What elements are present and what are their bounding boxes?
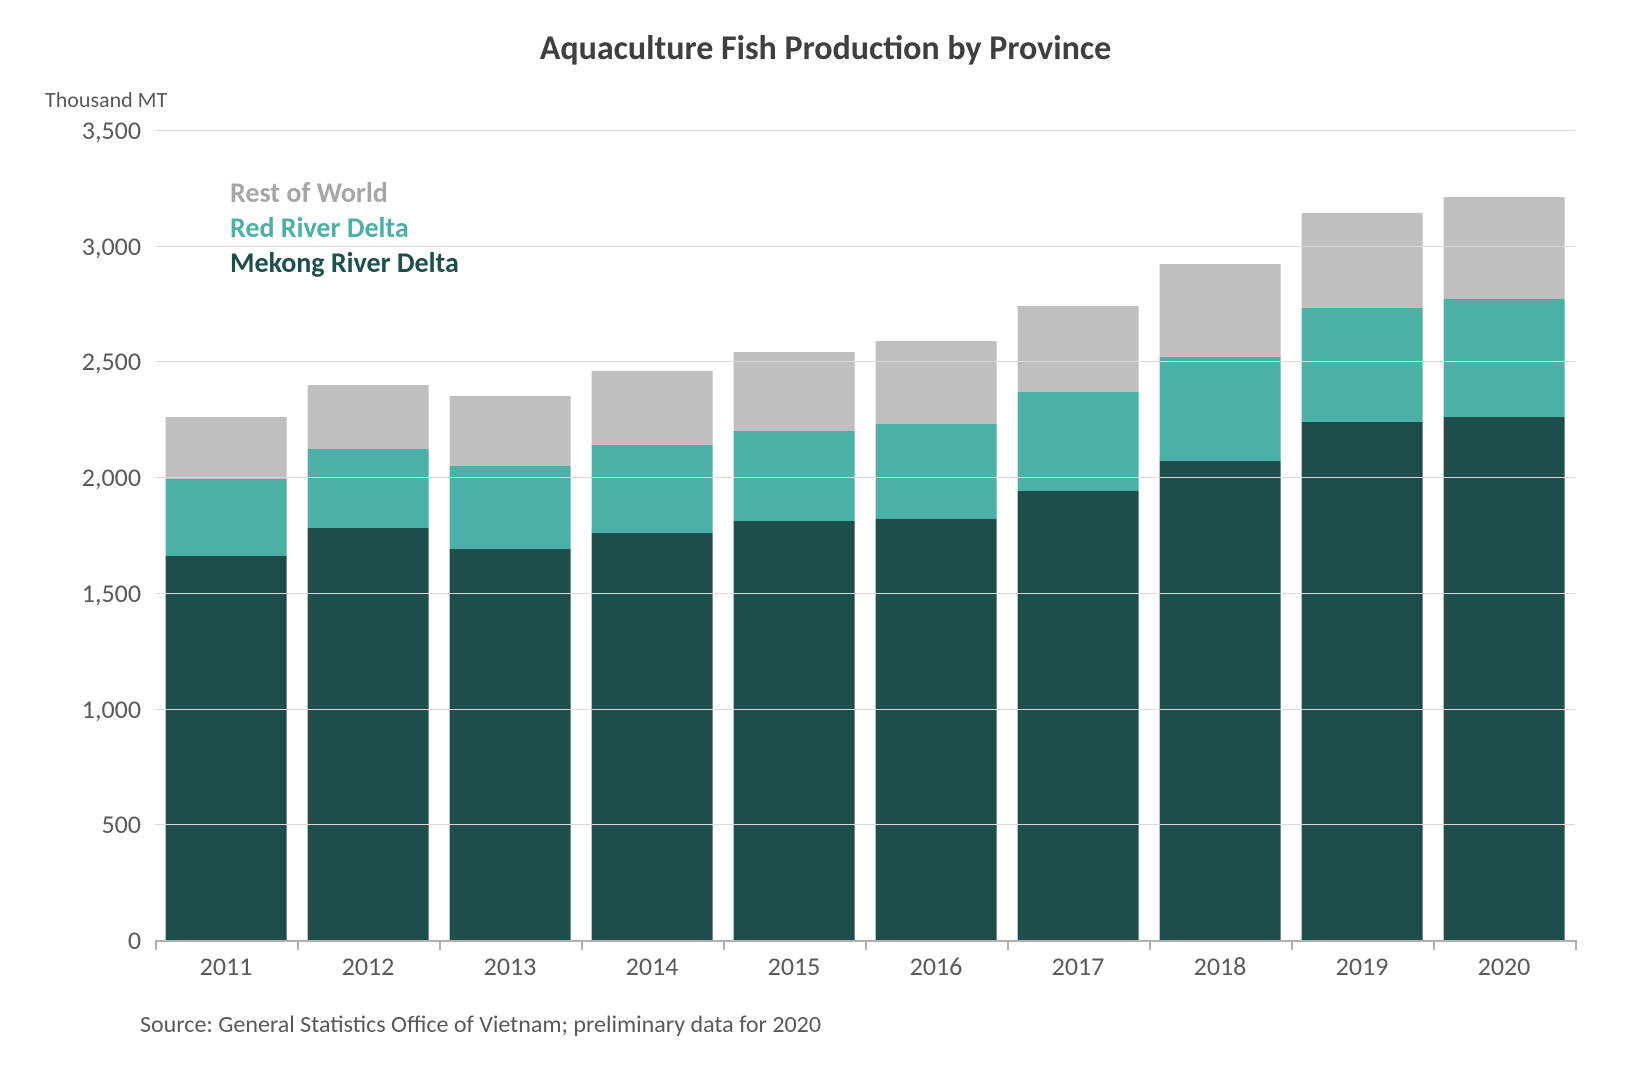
bar-segment xyxy=(876,341,997,424)
grid-line xyxy=(155,824,1575,825)
bar-segment xyxy=(450,396,571,465)
grid-line xyxy=(155,130,1575,131)
bar-segment xyxy=(1160,264,1281,357)
grid-line xyxy=(155,361,1575,362)
bar-segment xyxy=(1160,461,1281,940)
bar-segment xyxy=(876,424,997,519)
bar-slot: 2015 xyxy=(723,130,865,940)
bar-segment xyxy=(166,479,287,555)
legend: Rest of WorldRed River DeltaMekong River… xyxy=(230,175,459,280)
bar-stack xyxy=(1444,197,1565,940)
bar-stack xyxy=(1302,213,1423,940)
bar-segment xyxy=(308,449,429,528)
x-tick-mark xyxy=(865,940,867,950)
bar-stack xyxy=(308,385,429,940)
y-tick-label: 0 xyxy=(128,924,141,956)
grid-line xyxy=(155,477,1575,478)
bar-segment xyxy=(1018,392,1139,492)
chart-container: Aquaculture Fish Production by Province … xyxy=(0,0,1651,1070)
bar-slot: 2013 xyxy=(439,130,581,940)
bar-segment xyxy=(1444,417,1565,940)
bar-segment xyxy=(308,528,429,940)
bar-segment xyxy=(1302,308,1423,421)
y-tick-label: 1,500 xyxy=(82,577,141,609)
bar-slot: 2017 xyxy=(1007,130,1149,940)
bar-stack xyxy=(1160,264,1281,940)
y-tick-label: 500 xyxy=(101,808,141,840)
bar-slot: 2014 xyxy=(581,130,723,940)
x-tick-label: 2017 xyxy=(1052,950,1105,982)
y-tick-label: 3,000 xyxy=(82,230,141,262)
bar-slot: 2020 xyxy=(1433,130,1575,940)
x-tick-label: 2011 xyxy=(200,950,253,982)
x-tick-mark xyxy=(723,940,725,950)
bar-segment xyxy=(1018,306,1139,392)
x-tick-mark xyxy=(297,940,299,950)
bar-stack xyxy=(592,371,713,940)
bar-segment xyxy=(1302,213,1423,308)
bar-segment xyxy=(1018,491,1139,940)
bar-segment xyxy=(308,385,429,450)
bar-segment xyxy=(166,417,287,479)
bar-segment xyxy=(1160,357,1281,461)
bar-stack xyxy=(876,341,997,940)
bar-slot: 2018 xyxy=(1149,130,1291,940)
x-tick-label: 2012 xyxy=(342,950,395,982)
x-tick-mark xyxy=(155,940,157,950)
bar-stack xyxy=(1018,306,1139,940)
bar-segment xyxy=(592,371,713,445)
bar-segment xyxy=(166,556,287,940)
grid-line xyxy=(155,593,1575,594)
x-tick-mark xyxy=(1291,940,1293,950)
bar-segment xyxy=(1444,197,1565,299)
x-tick-label: 2016 xyxy=(910,950,963,982)
bar-segment xyxy=(592,445,713,533)
x-tick-mark xyxy=(1575,940,1577,950)
bar-stack xyxy=(734,352,855,940)
x-tick-mark xyxy=(581,940,583,950)
x-tick-label: 2019 xyxy=(1336,950,1389,982)
bar-slot: 2019 xyxy=(1291,130,1433,940)
x-tick-mark xyxy=(1149,940,1151,950)
y-axis-title: Thousand MT xyxy=(45,86,167,113)
bar-segment xyxy=(450,549,571,940)
x-tick-label: 2018 xyxy=(1194,950,1247,982)
grid-line xyxy=(155,709,1575,710)
bar-segment xyxy=(876,519,997,940)
bar-segment xyxy=(734,521,855,940)
bar-segment xyxy=(1302,422,1423,940)
x-tick-mark xyxy=(439,940,441,950)
bar-segment xyxy=(1444,299,1565,417)
bar-stack xyxy=(166,417,287,940)
legend-item: Rest of World xyxy=(230,175,459,210)
x-tick-label: 2015 xyxy=(768,950,821,982)
bar-segment xyxy=(734,352,855,431)
x-tick-label: 2013 xyxy=(484,950,537,982)
x-tick-mark xyxy=(1433,940,1435,950)
bar-segment xyxy=(734,431,855,521)
x-tick-label: 2020 xyxy=(1478,950,1531,982)
chart-title: Aquaculture Fish Production by Province xyxy=(0,28,1651,69)
legend-item: Mekong River Delta xyxy=(230,245,459,280)
y-tick-label: 3,500 xyxy=(82,114,141,146)
x-tick-mark xyxy=(1007,940,1009,950)
bar-slot: 2016 xyxy=(865,130,1007,940)
x-tick-label: 2014 xyxy=(626,950,679,982)
source-note: Source: General Statistics Office of Vie… xyxy=(140,1010,821,1039)
y-tick-label: 2,000 xyxy=(82,461,141,493)
legend-item: Red River Delta xyxy=(230,210,459,245)
y-tick-label: 2,500 xyxy=(82,345,141,377)
y-tick-label: 1,000 xyxy=(82,693,141,725)
